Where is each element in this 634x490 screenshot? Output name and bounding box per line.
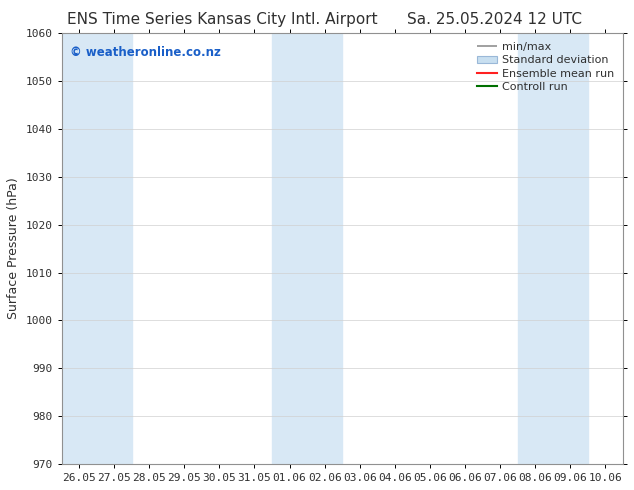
Text: Sa. 25.05.2024 12 UTC: Sa. 25.05.2024 12 UTC xyxy=(407,12,582,27)
Bar xyxy=(272,33,307,464)
Text: © weatheronline.co.nz: © weatheronline.co.nz xyxy=(70,46,221,59)
Y-axis label: Surface Pressure (hPa): Surface Pressure (hPa) xyxy=(7,178,20,319)
Bar xyxy=(517,33,553,464)
Bar xyxy=(553,33,588,464)
Text: ENS Time Series Kansas City Intl. Airport: ENS Time Series Kansas City Intl. Airpor… xyxy=(67,12,377,27)
Bar xyxy=(61,33,96,464)
Legend: min/max, Standard deviation, Ensemble mean run, Controll run: min/max, Standard deviation, Ensemble me… xyxy=(474,39,618,96)
Bar xyxy=(307,33,342,464)
Bar xyxy=(96,33,132,464)
